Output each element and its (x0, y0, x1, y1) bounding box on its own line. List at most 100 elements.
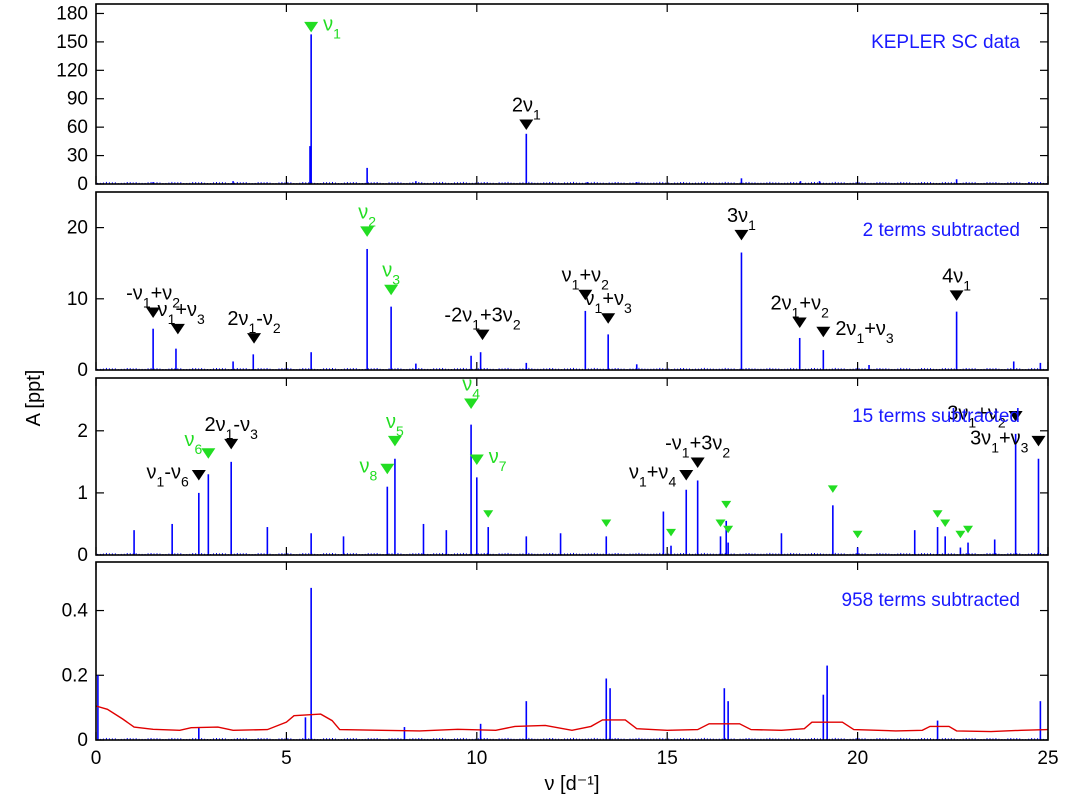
x-axis: 0 5 10 15 20 25 (91, 748, 1059, 769)
peak-marker (721, 500, 732, 509)
peak-label: 3ν1+ν2 (947, 402, 1006, 430)
y-tick-label: 10 (67, 289, 88, 310)
panel-title: 15 terms subtracted (852, 406, 1020, 427)
peak-label: 3ν1+ν3 (970, 427, 1029, 455)
peak-marker (690, 457, 705, 469)
y-tick-label: 90 (67, 89, 88, 110)
x-tick-label: 20 (847, 748, 868, 769)
panel-title: 2 terms subtracted (863, 220, 1020, 241)
panel-1: 0 30 60 90 120 150 180 ν1 2ν1 KEPLER SC data (56, 3, 1049, 195)
y-tick-label: 0 (77, 545, 88, 566)
peak-label: ν1-ν6 (147, 461, 189, 489)
panel-frame (95, 561, 1049, 741)
peak-label: ν7 (489, 446, 507, 474)
peak-marker (666, 528, 677, 537)
y-tick-label: 0 (77, 360, 88, 381)
peak-marker (827, 485, 838, 493)
x-tick-label: 5 (281, 748, 292, 769)
panel-title: KEPLER SC data (871, 32, 1020, 53)
peak-marker (1008, 410, 1023, 422)
peak-marker (578, 289, 593, 301)
y-tick-label: 150 (56, 32, 88, 53)
peak-marker (475, 329, 490, 341)
y-tick-label: 180 (56, 3, 88, 24)
peak-label: ν8 (360, 455, 378, 483)
peak-marker (519, 119, 534, 130)
peak-label: ν1 (323, 13, 341, 41)
peak-marker (201, 448, 216, 459)
peak-label: 2ν1+ν2 (771, 292, 830, 320)
peak-marker (387, 435, 402, 447)
peak-marker (224, 438, 239, 450)
peak-marker (483, 510, 494, 518)
panel-2: 0 10 20 -ν1+ν2-ν1+ν3 2ν1-ν2 ν2 ν3 -2ν1+3ν2 ν1+ν2… (67, 191, 1049, 381)
panel-title: 958 terms subtracted (842, 590, 1020, 611)
x-tick-label: 25 (1037, 748, 1058, 769)
peak-marker (949, 290, 964, 301)
peak-marker (170, 323, 185, 335)
y-tick-label: 120 (56, 60, 88, 81)
peak-marker (940, 519, 951, 528)
y-tick-label: 60 (67, 117, 88, 138)
peak-marker (932, 510, 943, 518)
peak-label: 2ν1-ν3 (204, 414, 258, 442)
peak-marker (955, 530, 966, 539)
peak-marker (247, 333, 262, 344)
y-tick-label: 0.2 (62, 665, 88, 686)
noise-level-curve (95, 705, 1049, 733)
peak-marker (734, 229, 749, 241)
peak-label: 3ν1 (727, 205, 756, 233)
peak-marker (464, 398, 479, 410)
peak-label: ν5 (386, 411, 404, 439)
peak-marker (723, 525, 734, 534)
peak-marker (384, 284, 399, 296)
peak-label: ν4 (462, 374, 480, 402)
peak-marker (601, 519, 612, 528)
x-tick-label: 0 (91, 748, 102, 769)
y-tick-label: 20 (67, 218, 88, 239)
peak-marker (146, 307, 161, 319)
x-tick-label: 10 (466, 748, 487, 769)
y-tick-label: 0 (77, 174, 88, 195)
peak-label: ν1+ν4 (629, 461, 676, 489)
y-tick-label: 0.4 (62, 601, 89, 622)
peak-label: -2ν1+3ν2 (444, 305, 520, 333)
peak-label: 2ν1-ν2 (227, 308, 281, 336)
peak-label: 4ν1 (942, 265, 971, 293)
y-tick-label: 30 (67, 146, 88, 167)
peak-label: ν3 (382, 260, 400, 288)
peak-marker (852, 530, 863, 539)
peak-marker (1031, 435, 1046, 447)
peak-label: ν2 (358, 201, 376, 229)
peak-label: 2ν1 (512, 95, 541, 123)
peak-marker (304, 21, 319, 33)
y-tick-label: 0 (77, 730, 88, 751)
peak-label: -ν1+3ν2 (665, 433, 730, 461)
y-tick-label: 1 (77, 483, 88, 504)
peak-marker (679, 469, 694, 481)
panel-frame (95, 3, 1049, 185)
peak-marker (360, 226, 375, 237)
peak-marker (963, 525, 974, 534)
peak-label: -ν1+ν3 (151, 299, 205, 327)
peak-label: -ν1+ν2 (126, 283, 180, 311)
peak-marker (469, 454, 484, 465)
peak-marker (191, 469, 206, 481)
peak-marker (715, 519, 726, 528)
peak-label: ν1+ν2 (562, 265, 609, 293)
y-tick-label: 2 (77, 421, 88, 442)
x-axis-title: ν [d⁻¹] (544, 773, 599, 795)
peak-marker (816, 326, 831, 338)
x-tick-label: 15 (657, 748, 678, 769)
peak-label: ν1+ν3 (585, 288, 632, 316)
peak-marker (601, 313, 616, 324)
panel-4: 0 0.2 0.4 958 terms subtracted (62, 561, 1049, 751)
y-axis-title: A [ppt] (23, 370, 45, 427)
peak-marker (792, 317, 807, 328)
peak-label: 2ν1+ν3 (835, 318, 894, 346)
panel-frame (95, 191, 1049, 371)
peak-label: ν6 (185, 429, 203, 457)
